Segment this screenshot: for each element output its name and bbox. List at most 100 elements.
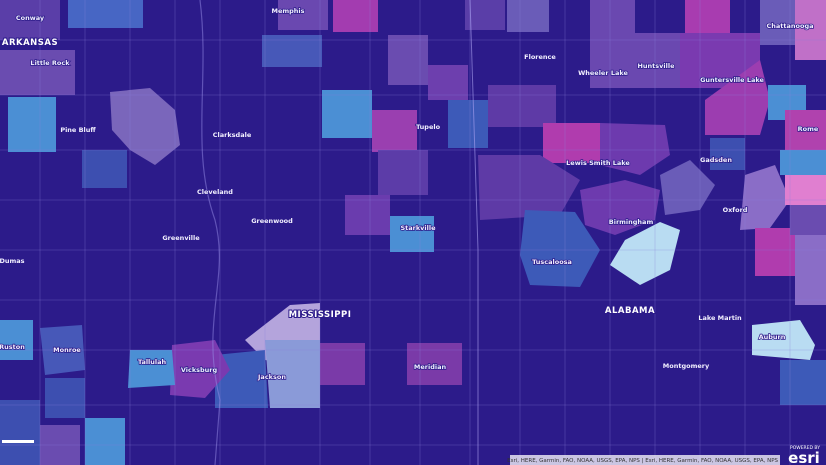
place-label: Guntersville Lake [700, 76, 764, 84]
county [790, 205, 826, 235]
state-label: ARKANSAS [2, 38, 58, 48]
place-label: Dumas [0, 257, 25, 265]
place-label: Cleveland [197, 188, 233, 196]
place-label: Vicksburg [181, 366, 218, 374]
county [543, 123, 600, 163]
place-label: Greenville [162, 234, 200, 242]
county [215, 350, 268, 408]
scale-bar-mark [2, 440, 34, 443]
county [0, 0, 60, 40]
place-label: Auburn [759, 333, 786, 341]
county [795, 0, 826, 60]
county [170, 340, 230, 398]
place-label: Little Rock [30, 59, 70, 67]
county [465, 0, 505, 30]
county [333, 0, 378, 32]
county [40, 325, 85, 375]
county [755, 228, 795, 276]
county [390, 216, 434, 252]
county [0, 320, 33, 360]
county [520, 210, 600, 287]
county [372, 110, 417, 152]
border-lines [0, 39, 826, 446]
place-label: Meridian [414, 363, 447, 371]
place-label: Tuscaloosa [532, 258, 572, 266]
place-label: Huntsville [637, 62, 675, 70]
place-label: Tallulah [138, 358, 167, 366]
county [580, 180, 660, 235]
labels: Conway ARKANSAS Little Rock Memphis Pine… [0, 6, 820, 382]
place-label: Memphis [271, 7, 304, 15]
county [45, 378, 85, 418]
scale-bar [2, 440, 34, 443]
county [685, 0, 730, 33]
place-label: Monroe [53, 346, 81, 354]
state-label: ALABAMA [605, 306, 655, 316]
place-label: Florence [524, 53, 556, 61]
county [262, 35, 322, 67]
county [378, 150, 428, 195]
place-label: Oxford [723, 206, 748, 214]
county [322, 90, 372, 138]
county [0, 50, 75, 95]
county [85, 418, 125, 465]
county [710, 138, 745, 170]
county [40, 425, 80, 465]
county [82, 150, 127, 188]
state-border [469, 0, 479, 465]
county [590, 0, 635, 33]
attribution-background [510, 455, 780, 465]
place-label: Chattanooga [767, 22, 814, 30]
county [780, 360, 826, 405]
state-label: MISSISSIPPI [289, 310, 352, 320]
county [785, 175, 826, 205]
place-label: Birmingham [609, 218, 654, 226]
place-label: Greenwood [251, 217, 293, 225]
place-label: Tupelo [416, 123, 441, 131]
county [407, 343, 462, 385]
esri-logo[interactable]: esri [788, 449, 820, 465]
county [8, 97, 56, 152]
county [785, 110, 826, 150]
place-label: Starkville [400, 224, 436, 232]
attribution: Esri, HERE, Garmin, FAO, NOAA, USGS, EPA… [507, 458, 778, 464]
county [345, 195, 390, 235]
county [760, 0, 795, 45]
county [590, 33, 680, 88]
county [448, 100, 488, 148]
place-label: Gadsden [700, 156, 732, 164]
county [265, 340, 320, 408]
county [478, 155, 580, 220]
county [428, 65, 468, 100]
county [278, 0, 328, 30]
logo-caption[interactable]: POWERED BY [790, 445, 820, 451]
county [388, 35, 428, 85]
place-label: Wheeler Lake [578, 69, 628, 77]
county [110, 88, 180, 165]
county [488, 85, 556, 127]
county [68, 0, 143, 28]
place-label: Rome [798, 125, 819, 133]
river [199, 0, 221, 465]
place-label: Jackson [257, 373, 286, 381]
county [705, 60, 770, 135]
place-label: Lake Martin [698, 314, 742, 322]
place-label: Montgomery [663, 362, 710, 370]
county [752, 320, 815, 360]
county [660, 160, 715, 215]
county [507, 0, 549, 32]
place-label: Pine Bluff [60, 126, 96, 134]
place-label: Lewis Smith Lake [566, 159, 630, 167]
county [795, 235, 826, 305]
border-lines [39, 0, 791, 465]
county [600, 123, 670, 175]
county [780, 150, 826, 175]
place-label: Conway [16, 14, 45, 22]
county [320, 343, 365, 385]
county [740, 165, 790, 230]
county [128, 350, 175, 388]
